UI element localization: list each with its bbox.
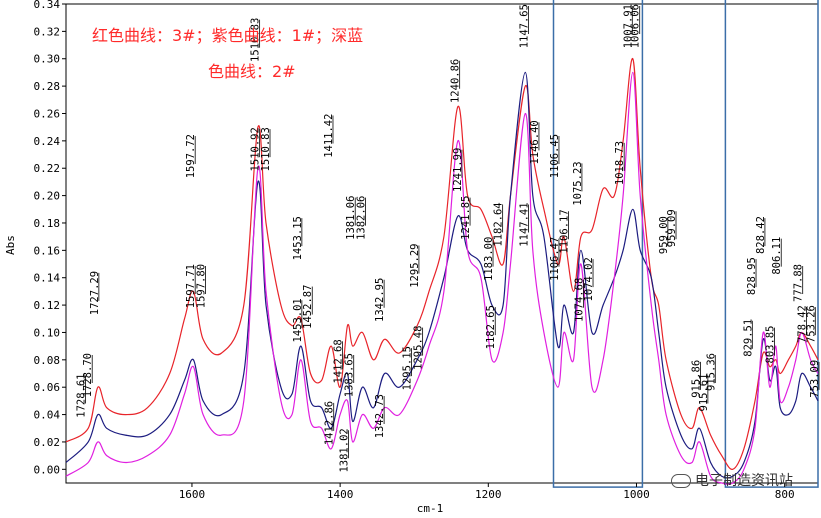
peak-label: 915.86	[691, 360, 703, 398]
peak-label: 753.09	[809, 360, 821, 398]
peak-label: 1182.64	[493, 202, 505, 246]
x-tick-label: 1200	[475, 488, 502, 501]
highlight-boxes	[552, 0, 819, 488]
peak-label: 959.09	[666, 209, 678, 247]
peak-label: 1597.72	[185, 134, 197, 178]
highlight-box	[552, 0, 644, 488]
peak-label: 806.11	[771, 237, 783, 275]
peak-label: 1597.71	[185, 264, 197, 308]
peak-label: 1342.73	[374, 394, 386, 438]
x-tick-label: 1000	[623, 488, 650, 501]
y-tick-label: 0.28	[34, 80, 61, 93]
peak-label: 778.42	[796, 305, 808, 343]
y-tick-label: 0.34	[34, 0, 61, 11]
x-tick-label: 1600	[179, 488, 206, 501]
y-tick-label: 0.24	[34, 135, 61, 148]
x-tick-label: 800	[775, 488, 795, 501]
peak-label: 1106.17	[559, 209, 571, 253]
peak-label: 828.95	[746, 257, 758, 295]
y-axis: 0.00 0.02 0.04 0.06 0.08 0.10 0.12 0.14 0.16 0.18…	[34, 0, 66, 476]
peak-label: 1295.15	[402, 346, 414, 390]
y-tick-label: 0.32	[34, 25, 61, 38]
x-tick-label: 1400	[327, 488, 354, 501]
y-tick-label: 0.12	[34, 299, 61, 312]
x-axis: 1600 1400 1200 1000 800	[179, 483, 795, 501]
peak-label: 1007.91	[622, 4, 634, 48]
peak-label: 1018.73	[614, 141, 626, 185]
peak-label: 1147.41	[519, 202, 531, 246]
peak-label: 1295.29	[409, 243, 421, 287]
peak-label: 1453.01	[292, 298, 304, 342]
y-tick-label: 0.06	[34, 381, 61, 394]
peak-label: 803.85	[765, 326, 777, 364]
peak-label: 1597.80	[196, 264, 208, 308]
y-tick-label: 0.20	[34, 190, 61, 203]
y-tick-label: 0.26	[34, 107, 61, 120]
y-tick-label: 0.14	[34, 272, 61, 285]
y-tick-label: 0.08	[34, 354, 61, 367]
peak-label: 915.36	[705, 353, 717, 391]
peak-label: 828.42	[755, 216, 767, 254]
peak-label: 1106.45	[549, 134, 561, 178]
peak-label: 1182.65	[485, 305, 497, 349]
watermark: 电子制造资讯站	[671, 470, 793, 490]
peak-label: 753.26	[805, 305, 817, 343]
series-line-1	[65, 58, 819, 470]
peak-label: 1381.02	[338, 428, 350, 472]
peak-label: 1106.47	[549, 237, 561, 281]
peak-label: 915.61	[698, 374, 710, 412]
wechat-icon	[671, 474, 691, 488]
y-tick-label: 0.22	[34, 162, 61, 175]
peak-label: 1412.86	[324, 401, 336, 445]
peak-label: 1453.15	[292, 216, 304, 260]
y-axis-label: Abs	[4, 235, 17, 255]
peak-label: 1383.65	[344, 353, 356, 397]
peak-label: 1074.02	[583, 257, 595, 301]
x-axis-label: cm-1	[417, 502, 444, 515]
series-line-3	[65, 71, 819, 485]
peak-label: 1382.06	[356, 196, 368, 240]
peak-labels: 1727.291728.701728.611597.721597.801597.…	[76, 4, 821, 473]
peak-label: 1728.61	[76, 373, 88, 417]
peak-label: 1510.83	[250, 18, 262, 62]
peak-label: 1452.87	[302, 285, 314, 329]
peak-label: 1342.95	[374, 278, 386, 322]
peak-label: 1295.48	[413, 326, 425, 370]
peak-label: 1411.42	[323, 114, 335, 158]
y-tick-label: 0.16	[34, 244, 61, 257]
peak-label: 1240.86	[450, 59, 462, 103]
peak-label: 1510.83	[260, 127, 272, 171]
peak-label: 959.00	[658, 216, 670, 254]
peak-label: 1006.06	[630, 4, 642, 48]
y-tick-label: 0.18	[34, 217, 61, 230]
watermark-text: 电子制造资讯站	[695, 473, 793, 489]
y-tick-label: 0.30	[34, 53, 61, 66]
peak-label: 1241.99	[452, 148, 464, 192]
peak-label: 1510.92	[250, 127, 262, 171]
peak-label: 1147.65	[519, 4, 531, 48]
peak-label: 1381.06	[345, 196, 357, 240]
peak-label: 777.88	[793, 264, 805, 302]
peak-label: 1183.00	[483, 237, 495, 281]
peak-label: 1412.68	[333, 339, 345, 383]
peak-label: 1074.68	[573, 278, 585, 322]
highlight-box	[724, 0, 819, 488]
peak-label: 1146.40	[529, 120, 541, 164]
peak-label: 1241.85	[460, 196, 472, 240]
y-tick-label: 0.10	[34, 326, 61, 339]
peak-label: 829.51	[742, 319, 754, 357]
legend-annotation-line2: 色曲线：2#	[208, 62, 296, 81]
y-tick-label: 0.02	[34, 436, 61, 449]
peak-label: 1075.23	[572, 161, 584, 205]
legend-annotation-line1: 红色曲线：3#；紫色曲线：1#；深蓝	[92, 26, 364, 45]
peak-label: 1727.29	[89, 271, 101, 315]
series-line-2	[65, 71, 819, 479]
y-tick-label: 0.04	[34, 409, 61, 422]
series-lines	[65, 58, 819, 485]
y-tick-label: 0.00	[34, 463, 61, 476]
